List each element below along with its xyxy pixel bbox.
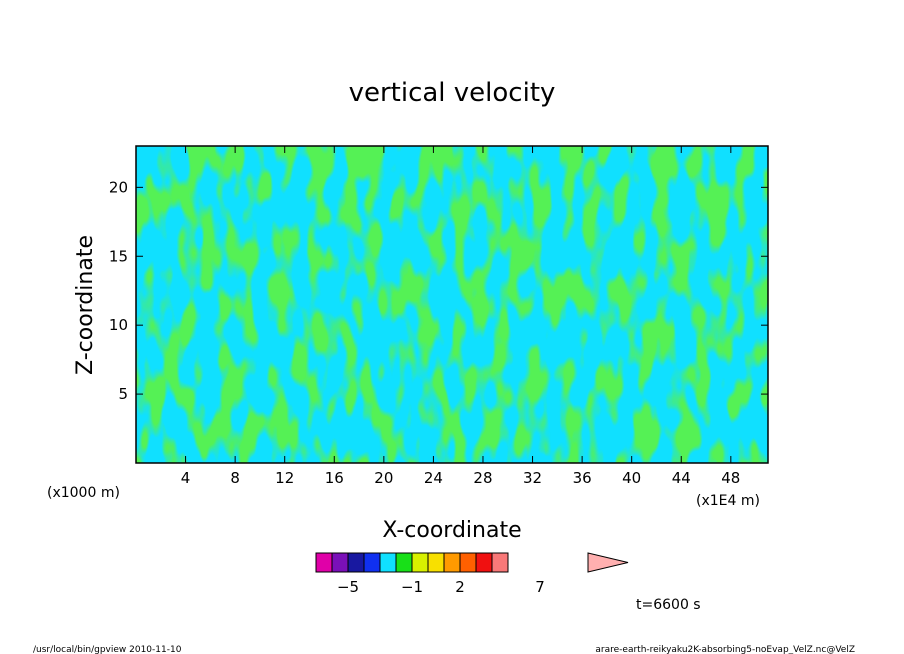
plot-frame: [135, 145, 769, 464]
y-tick-label: 10: [109, 316, 128, 334]
x-tick-label: 28: [473, 469, 492, 487]
x-tick-label: 16: [325, 469, 344, 487]
x-unit-label: (x1E4 m): [696, 493, 760, 509]
x-tick-label: 36: [573, 469, 592, 487]
colorbar-segment: [315, 552, 333, 573]
y-axis-label: Z-coordinate: [73, 235, 98, 375]
x-tick-label: 40: [622, 469, 641, 487]
time-label: t=6600 s: [636, 597, 701, 613]
x-tick-label: 12: [275, 469, 294, 487]
colorbar-segment: [459, 552, 477, 573]
x-tick-label: 24: [424, 469, 443, 487]
field-positive-level: [136, 146, 768, 463]
colorbar-segment: [331, 552, 349, 573]
colorbar-segment: [411, 552, 429, 573]
colorbar-extend-arrow: [587, 552, 629, 573]
y-tick-label: 15: [109, 247, 128, 265]
y-unit-label: (x1000 m): [47, 485, 120, 501]
plot-area: [136, 146, 768, 463]
colorbar-tick-label: 2: [455, 578, 465, 596]
x-tick-label: 48: [721, 469, 740, 487]
x-axis-label: X-coordinate: [382, 518, 521, 543]
colorbar-segment: [347, 552, 365, 573]
chart-title: vertical velocity: [349, 78, 556, 108]
colorbar-segment: [475, 552, 493, 573]
y-axis-ticks: 5 10 15 20: [109, 178, 768, 403]
x-axis-ticks: 4 8 12 16 20 24 28 32 36 40 44 48: [181, 146, 740, 487]
colorbar-segment: [443, 552, 461, 573]
footer-data-source: arare-earth-reikyaku2K-absorbing5-noEvap…: [595, 645, 855, 654]
colorbar-segment: [379, 552, 397, 573]
y-tick-label: 5: [118, 385, 128, 403]
footer-program-path: /usr/local/bin/gpview 2010-11-10: [33, 645, 182, 654]
colorbar-segment: [395, 552, 413, 573]
x-tick-label: 8: [230, 469, 240, 487]
colorbar-segment: [491, 552, 509, 573]
colorbar-tick-label: 7: [535, 578, 545, 596]
x-tick-label: 32: [523, 469, 542, 487]
colorbar-tick-label: −5: [337, 578, 359, 596]
colorbar: −5 −1 2 7: [315, 552, 629, 596]
x-tick-label: 44: [672, 469, 691, 487]
y-tick-label: 20: [109, 178, 128, 196]
colorbar-segment: [363, 552, 381, 573]
x-tick-label: 4: [181, 469, 191, 487]
x-tick-label: 20: [374, 469, 393, 487]
colorbar-segment: [427, 552, 445, 573]
colorbar-tick-label: −1: [401, 578, 423, 596]
